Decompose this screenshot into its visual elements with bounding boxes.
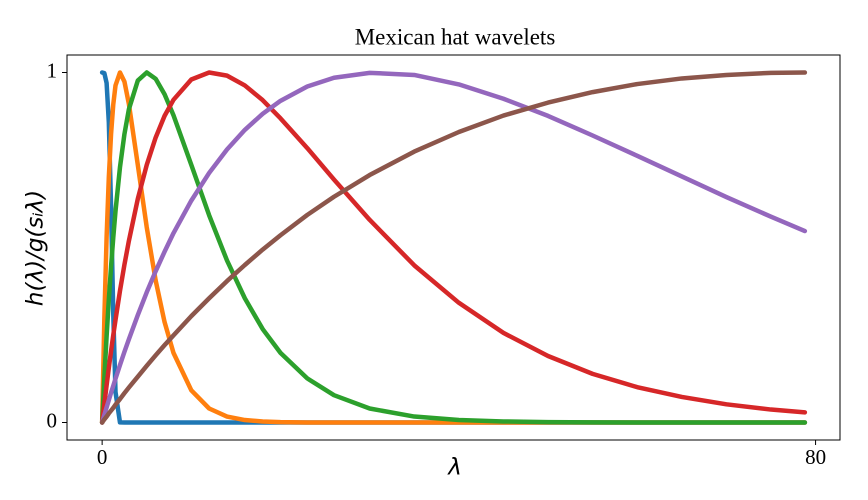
line-series bbox=[99, 70, 808, 425]
x-axis-label: λ bbox=[446, 455, 462, 481]
y-tick-label: 1 bbox=[47, 58, 58, 82]
line-series bbox=[99, 70, 808, 425]
plot-frame bbox=[66, 54, 841, 441]
y-axis-label: h(λ)/g(sᵢλ) bbox=[23, 190, 49, 306]
line-series bbox=[99, 70, 808, 425]
x-tick-label: 80 bbox=[805, 445, 826, 469]
line-series bbox=[99, 70, 808, 425]
x-tick-label: 0 bbox=[97, 445, 108, 469]
line-series bbox=[99, 70, 808, 425]
line-series bbox=[99, 70, 808, 425]
y-tick-label: 0 bbox=[47, 408, 58, 432]
chart-title: Mexican hat wavelets bbox=[355, 24, 556, 49]
